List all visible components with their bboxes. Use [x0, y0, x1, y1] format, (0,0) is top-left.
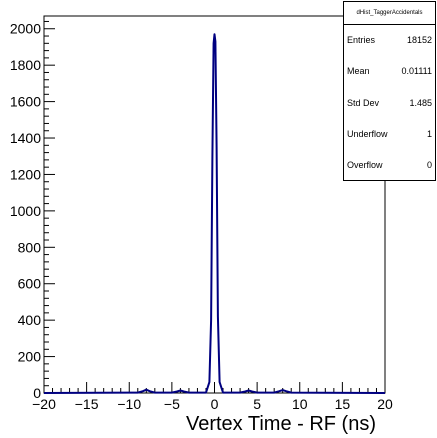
series-group [43, 33, 386, 394]
stats-value: 0 [426, 160, 432, 171]
stats-label: Underflow [347, 128, 388, 139]
stats-label: Mean [347, 66, 370, 77]
x-tick-label: 20 [377, 396, 393, 412]
stats-row-underflow: Underflow 1 [344, 119, 435, 150]
y-tick-label: 1400 [10, 130, 41, 146]
x-tick-label: −5 [164, 396, 180, 412]
x-axis: −20 −15 −10 −5 0 5 10 15 20 [32, 382, 393, 412]
x-tick-label: −15 [75, 396, 99, 412]
stats-label: Overflow [347, 160, 383, 171]
stats-value: 1.485 [409, 97, 432, 108]
y-axis: 0 200 400 600 800 1000 1200 1400 1600 1800 2000 [10, 21, 55, 401]
stats-row-stddev: Std Dev 1.485 [344, 88, 435, 119]
x-tick-label: 0 [211, 396, 219, 412]
y-tick-label: 600 [18, 276, 42, 292]
plot-frame [43, 15, 386, 394]
stats-row-mean: Mean 0.01111 [344, 56, 435, 87]
stats-value: 1 [426, 128, 432, 139]
stats-label: Std Dev [347, 97, 380, 108]
stats-value: 18152 [406, 35, 432, 45]
y-tick-label: 1000 [10, 203, 41, 219]
stats-title: dHist_TaggerAccidentals [344, 2, 435, 25]
y-tick-label: 200 [18, 349, 42, 365]
stats-row-overflow: Overflow 0 [344, 150, 435, 181]
stats-box: dHist_TaggerAccidentals Entries 18152 Me… [343, 1, 436, 181]
stats-row-entries: Entries 18152 [344, 25, 435, 56]
x-tick-label: −20 [32, 396, 56, 412]
x-tick-label: 15 [335, 396, 351, 412]
y-tick-label: 1200 [10, 166, 41, 182]
x-tick-label: −10 [117, 396, 141, 412]
y-tick-label: 0 [33, 385, 41, 401]
stats-value: 0.01111 [401, 66, 432, 77]
y-tick-label: 400 [18, 312, 42, 328]
x-tick-label: 5 [253, 396, 261, 412]
stats-label: Entries [347, 35, 376, 45]
series-line-0 [43, 33, 386, 394]
plot-border [43, 15, 386, 394]
y-tick-label: 1800 [10, 57, 41, 73]
y-tick-label: 2000 [10, 21, 41, 37]
x-tick-label: 10 [292, 396, 308, 412]
y-tick-label: 800 [18, 239, 42, 255]
x-axis-label: Vertex Time - RF (ns) [186, 413, 376, 435]
y-tick-label: 1600 [10, 94, 41, 110]
